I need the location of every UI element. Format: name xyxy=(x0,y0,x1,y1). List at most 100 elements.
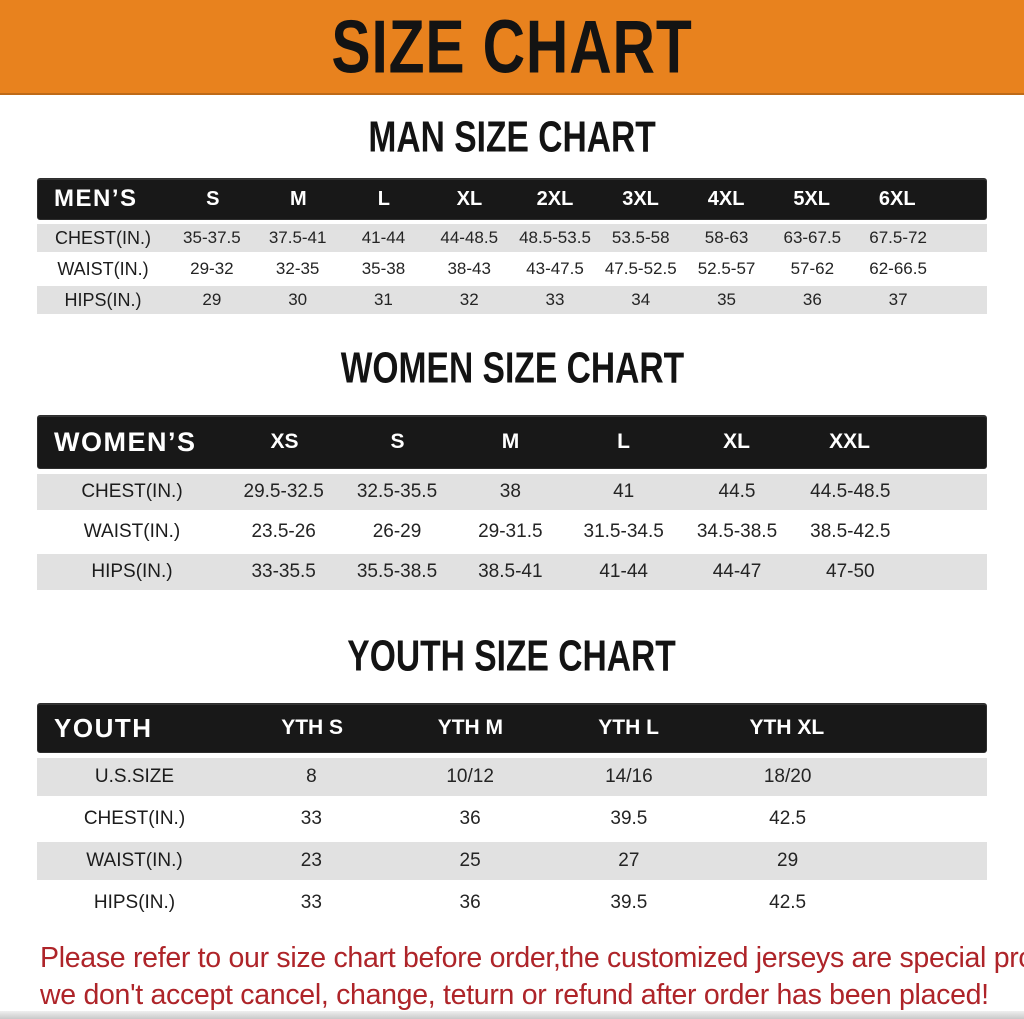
value-cell: 25 xyxy=(459,850,481,871)
table-title-cell: YOUTH xyxy=(54,712,153,743)
value-cell: 29-31.5 xyxy=(478,521,543,542)
value-cell: 63-67.5 xyxy=(783,228,842,247)
value-cell: 53.5-58 xyxy=(611,228,670,247)
column-header-cell: YTH L xyxy=(598,716,659,739)
disclaimer: Please refer to our size chart before or… xyxy=(40,940,1024,1014)
value-cell: 29-32 xyxy=(190,259,234,278)
row-spacer xyxy=(867,758,987,796)
table-header-row: WOMEN’S XS S M L XL XXL xyxy=(37,415,987,469)
value-cell: 30 xyxy=(288,290,308,309)
value-cell: 29.5-32.5 xyxy=(243,481,324,502)
banner: SIZE CHART xyxy=(0,0,1024,95)
row-label-cell: WAIST(IN.) xyxy=(83,521,181,542)
row-label-cell: WAIST(IN.) xyxy=(86,850,183,871)
value-cell: 37 xyxy=(888,290,908,309)
row-spacer xyxy=(867,800,987,838)
value-cell: 18/20 xyxy=(763,766,812,787)
value-cell: 44.5-48.5 xyxy=(810,481,891,502)
value-cell: 39.5 xyxy=(610,808,648,829)
row-label-cell: WAIST(IN.) xyxy=(57,258,149,279)
column-header-cell: M xyxy=(289,187,307,210)
value-cell: 38-43 xyxy=(447,259,491,278)
table-row: HIPS(IN.) 33 36 39.5 42.5 xyxy=(37,884,987,922)
column-header-cell: YTH S xyxy=(281,716,344,739)
value-cell: 44-47 xyxy=(712,561,762,582)
women-size-table: WOMEN’S XS S M L XL XXL CHEST(IN.) 29.5-32.5 32.5… xyxy=(37,415,987,590)
value-cell: 67.5-72 xyxy=(869,228,927,247)
value-cell: 58-63 xyxy=(704,228,749,247)
men-size-table: MEN’S S M L XL 2XL 3XL 4XL 5XL 6XL CHEST(IN.) 35-37… xyxy=(37,178,987,314)
column-header-cell: YTH M xyxy=(437,716,504,739)
table-title-cell: WOMEN’S xyxy=(54,426,197,457)
column-header-cell: L xyxy=(377,187,390,210)
value-cell: 44-48.5 xyxy=(440,228,499,247)
table-header-row: MEN’S S M L XL 2XL 3XL 4XL 5XL 6XL xyxy=(37,178,987,220)
column-header-cell: 2XL xyxy=(536,187,574,210)
column-header-cell: 3XL xyxy=(622,187,659,210)
table-row: WAIST(IN.) 29-32 32-35 35-38 38-43 43-47.5 47.… xyxy=(37,255,987,283)
value-cell: 34.5-38.5 xyxy=(696,521,778,542)
column-header-cell: XL xyxy=(456,187,483,210)
column-header-cell: YTH XL xyxy=(749,716,825,739)
row-spacer xyxy=(907,474,987,510)
value-cell: 33-35.5 xyxy=(251,561,316,582)
value-cell: 10/12 xyxy=(446,766,494,787)
column-header-cell: XXL xyxy=(829,430,870,453)
table-row: WAIST(IN.) 23.5-26 26-29 29-31.5 31.5-34.5 34… xyxy=(37,514,987,550)
column-header-cell: S xyxy=(390,430,405,453)
value-cell: 57-62 xyxy=(790,259,835,278)
row-spacer xyxy=(941,224,987,252)
table-row: U.S.SIZE 8 10/12 14/16 18/20 xyxy=(37,758,987,796)
value-cell: 23.5-26 xyxy=(251,521,316,542)
value-cell: 26-29 xyxy=(372,521,422,542)
page-title: SIZE CHART xyxy=(331,4,693,89)
value-cell: 33 xyxy=(545,290,565,309)
value-cell: 29 xyxy=(202,290,222,309)
men-section-heading: MAN SIZE CHART xyxy=(0,113,1024,161)
value-cell: 35.5-38.5 xyxy=(356,561,438,582)
value-cell: 34 xyxy=(631,290,651,309)
column-header-cell: 5XL xyxy=(793,187,830,210)
youth-section-heading: YOUTH SIZE CHART xyxy=(0,631,1024,681)
column-header-cell: XL xyxy=(723,430,750,453)
row-label-cell: HIPS(IN.) xyxy=(93,892,176,913)
row-spacer xyxy=(867,884,987,922)
section-heading-text: YOUTH SIZE CHART xyxy=(347,631,677,681)
value-cell: 32 xyxy=(459,290,479,309)
value-cell: 36 xyxy=(459,892,481,913)
row-spacer xyxy=(866,704,986,752)
row-label-cell: CHEST(IN.) xyxy=(81,481,183,502)
row-label-cell: HIPS(IN.) xyxy=(64,289,142,310)
row-spacer xyxy=(906,416,986,468)
value-cell: 35-37.5 xyxy=(183,228,241,247)
disclaimer-line: we don't accept cancel, change, teturn o… xyxy=(40,979,989,1011)
column-header-cell: XS xyxy=(270,430,299,453)
value-cell: 41-44 xyxy=(361,228,406,247)
value-cell: 62-66.5 xyxy=(869,259,927,278)
table-row: HIPS(IN.) 29 30 31 32 33 34 35 36 37 xyxy=(37,286,987,314)
value-cell: 33 xyxy=(300,808,322,829)
table-row: CHEST(IN.) 29.5-32.5 32.5-35.5 38 41 44.5 44.5… xyxy=(37,474,987,510)
value-cell: 36 xyxy=(459,808,481,829)
row-label-cell: U.S.SIZE xyxy=(94,766,175,787)
table-title-cell: MEN’S xyxy=(54,185,138,212)
column-header-cell: S xyxy=(206,187,220,210)
value-cell: 48.5-53.5 xyxy=(519,228,591,247)
table-header-row: YOUTH YTH S YTH M YTH L YTH XL xyxy=(37,703,987,753)
value-cell: 35 xyxy=(717,290,736,309)
value-cell: 8 xyxy=(306,766,317,787)
value-cell: 47.5-52.5 xyxy=(604,259,677,278)
table-row: CHEST(IN.) 35-37.5 37.5-41 41-44 44-48.5 48.5… xyxy=(37,224,987,252)
value-cell: 29 xyxy=(777,850,799,871)
column-header-cell: 4XL xyxy=(707,187,745,210)
row-label-cell: HIPS(IN.) xyxy=(91,561,173,582)
row-spacer xyxy=(940,179,986,219)
row-label-cell: CHEST(IN.) xyxy=(55,227,151,248)
value-cell: 42.5 xyxy=(769,808,807,829)
value-cell: 14/16 xyxy=(605,766,653,787)
section-heading-text: WOMEN SIZE CHART xyxy=(340,343,684,393)
women-section-heading: WOMEN SIZE CHART xyxy=(0,343,1024,393)
table-row: WAIST(IN.) 23 25 27 29 xyxy=(37,842,987,880)
row-spacer xyxy=(907,554,987,590)
